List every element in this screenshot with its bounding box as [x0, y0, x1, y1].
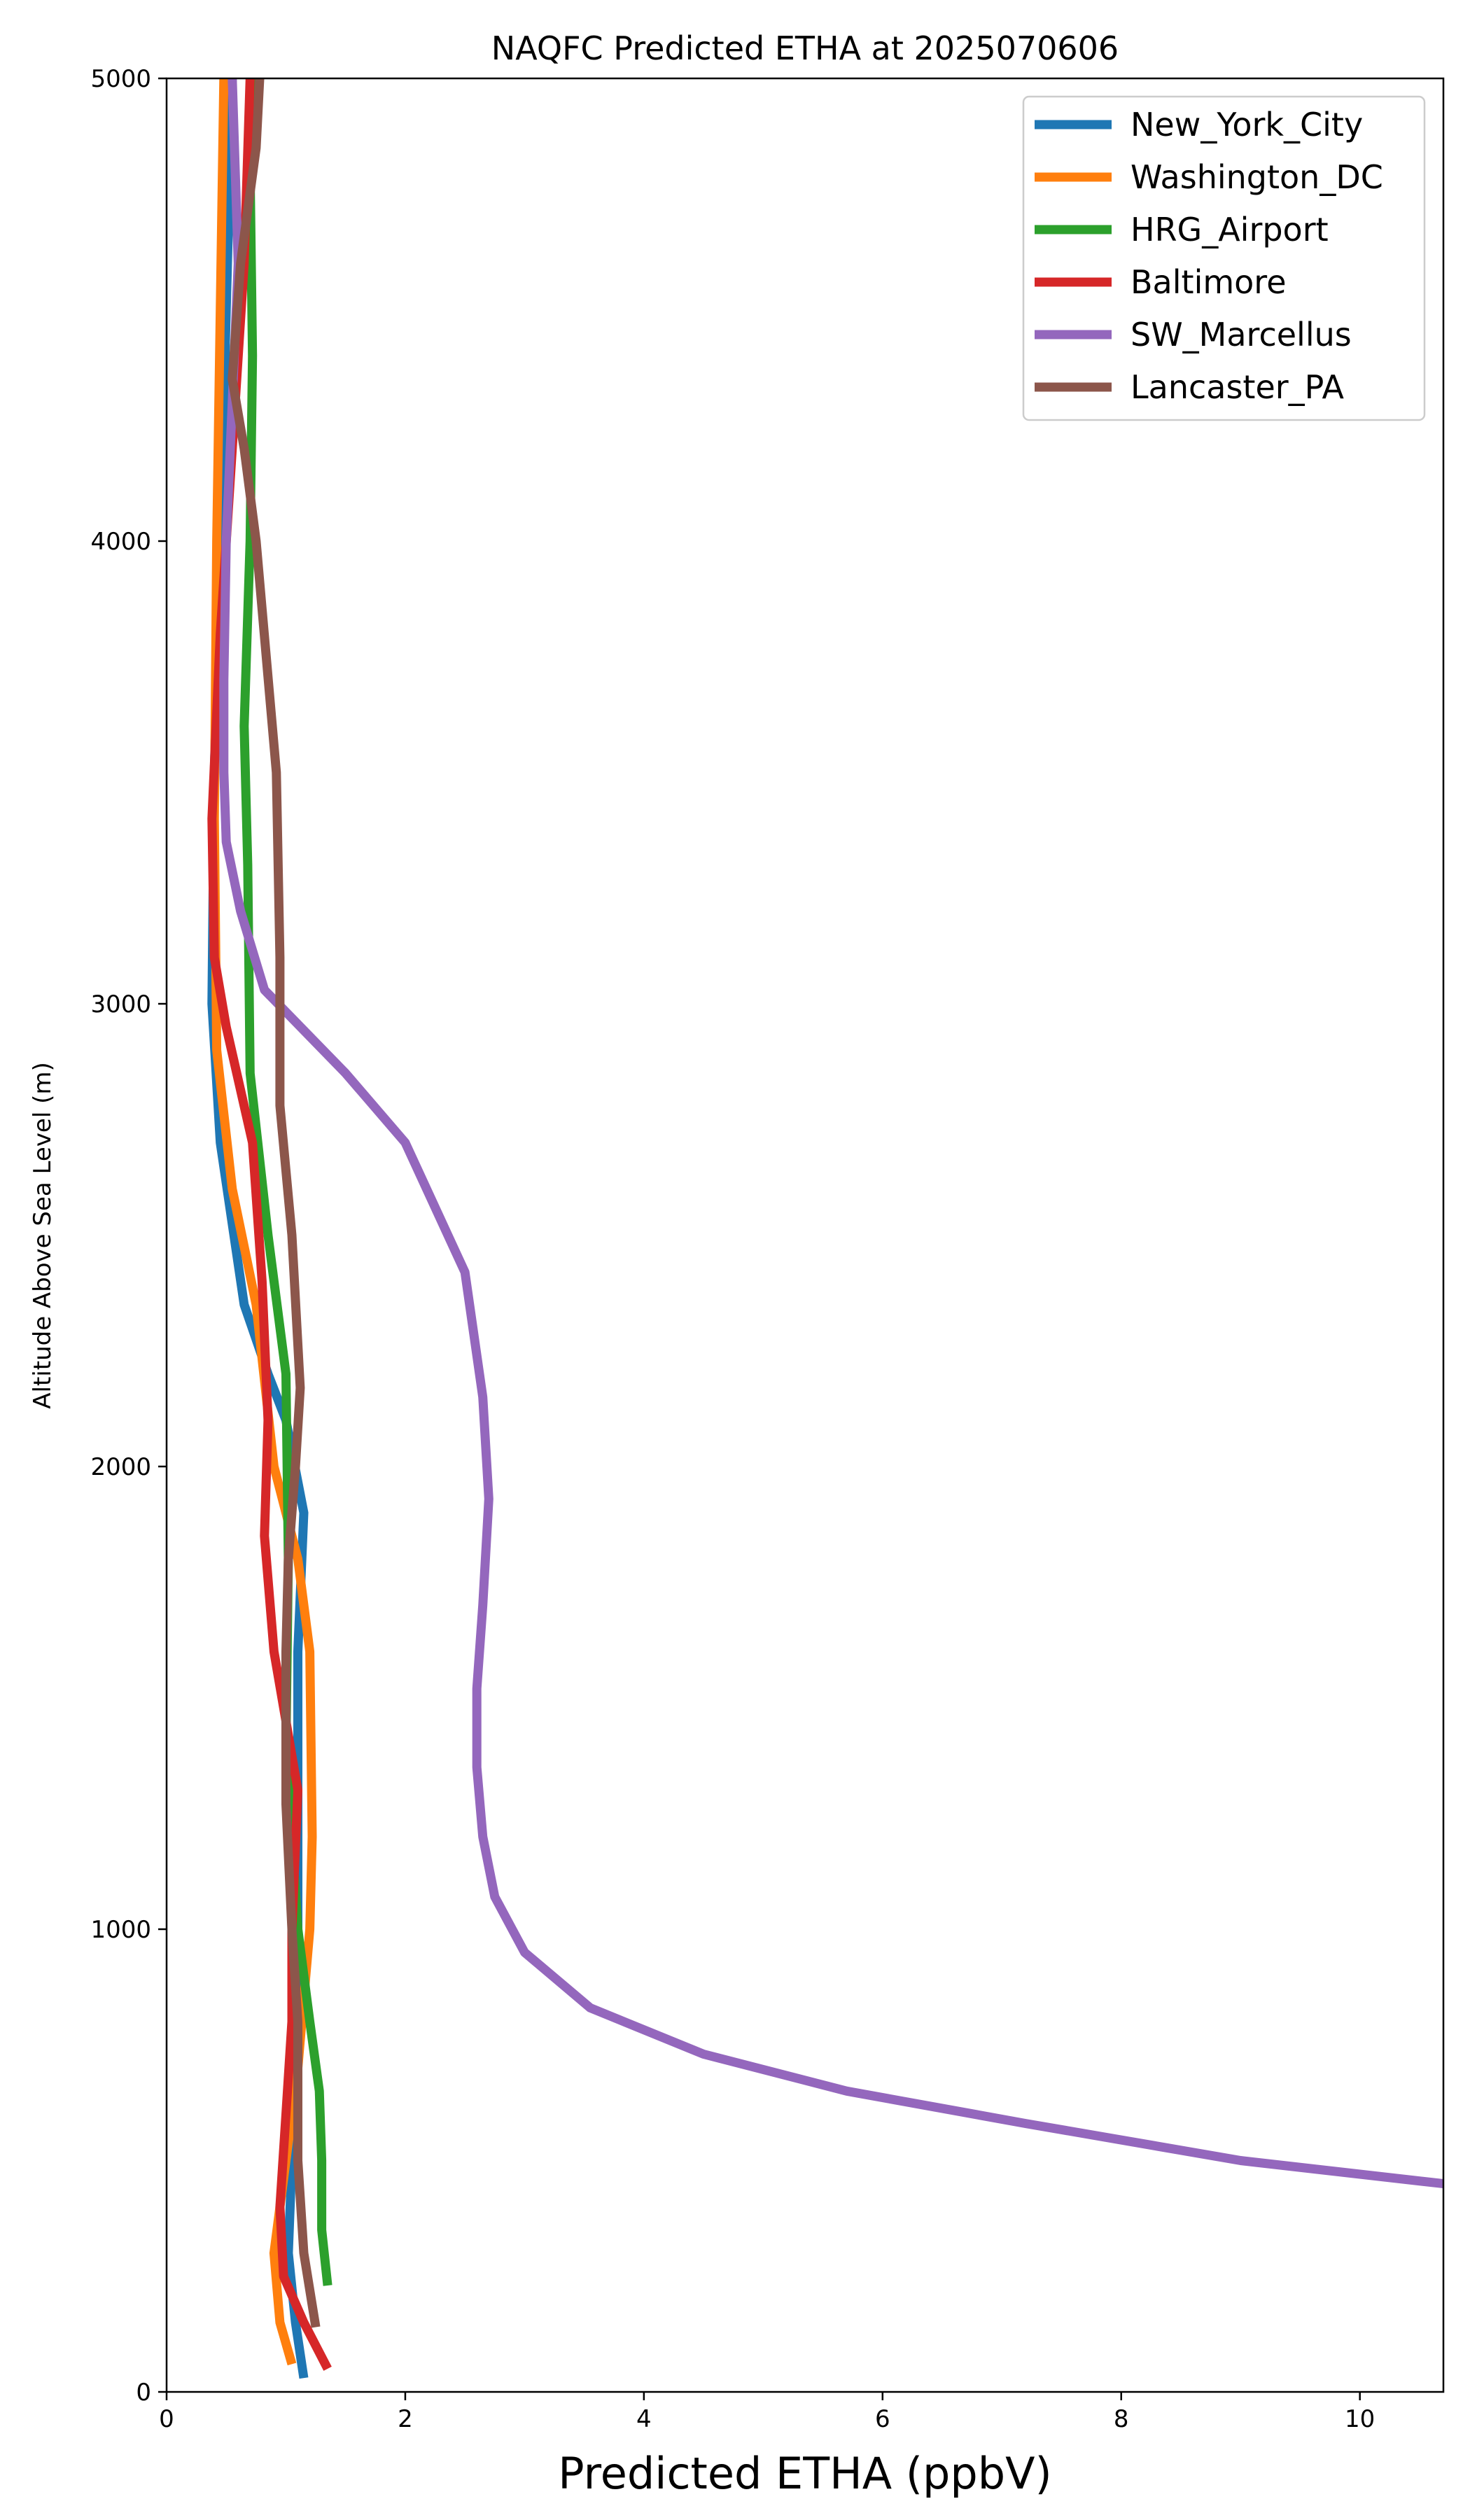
legend-label: New_York_City: [1130, 106, 1363, 144]
legend-box: [1022, 95, 1426, 421]
y-tick-label: 0: [136, 2379, 151, 2407]
x-axis-label: Predicted ETHA (ppbV): [558, 2448, 1051, 2499]
legend-label: HRG_Airport: [1130, 211, 1329, 248]
legend-items: New_York_City Washington_DC HRG_Airport Bal…: [1035, 106, 1383, 406]
chart-title: NAQFC Predicted ETHA at 2025070606: [491, 29, 1119, 67]
series-line-lancaster-pa: [227, 78, 321, 2328]
y-tick-label: 5000: [90, 65, 151, 93]
x-axis: 0 2 4 6 8 10: [159, 2392, 1375, 2433]
legend: New_York_City Washington_DC HRG_Airport Bal…: [1022, 95, 1426, 421]
y-tick-label: 2000: [90, 1453, 151, 1481]
series-line-sw-marcellus: [219, 78, 1443, 2189]
series-group: [207, 78, 1443, 2379]
x-tick-label: 10: [1345, 2405, 1375, 2433]
y-axis-label: Altitude Above Sea Level (m): [29, 1062, 57, 1409]
series-line-baltimore: [207, 78, 332, 2371]
x-tick-label: 8: [1114, 2405, 1129, 2433]
x-tick-label: 2: [398, 2405, 413, 2433]
legend-label: SW_Marcellus: [1130, 316, 1352, 354]
y-tick-label: 4000: [90, 528, 151, 556]
legend-label: Baltimore: [1130, 263, 1287, 301]
legend-label: Lancaster_PA: [1130, 368, 1344, 406]
x-tick-label: 6: [875, 2405, 890, 2433]
legend-label: Washington_DC: [1130, 158, 1383, 196]
y-tick-label: 3000: [90, 990, 151, 1018]
plot-area: [165, 77, 1445, 2393]
x-tick-label: 0: [159, 2405, 174, 2433]
plot-frame: [165, 77, 1445, 2393]
x-tick-label: 4: [636, 2405, 652, 2433]
y-tick-label: 1000: [90, 1916, 151, 1944]
y-axis: 0 1000 2000 3000 4000 5000: [90, 65, 167, 2407]
